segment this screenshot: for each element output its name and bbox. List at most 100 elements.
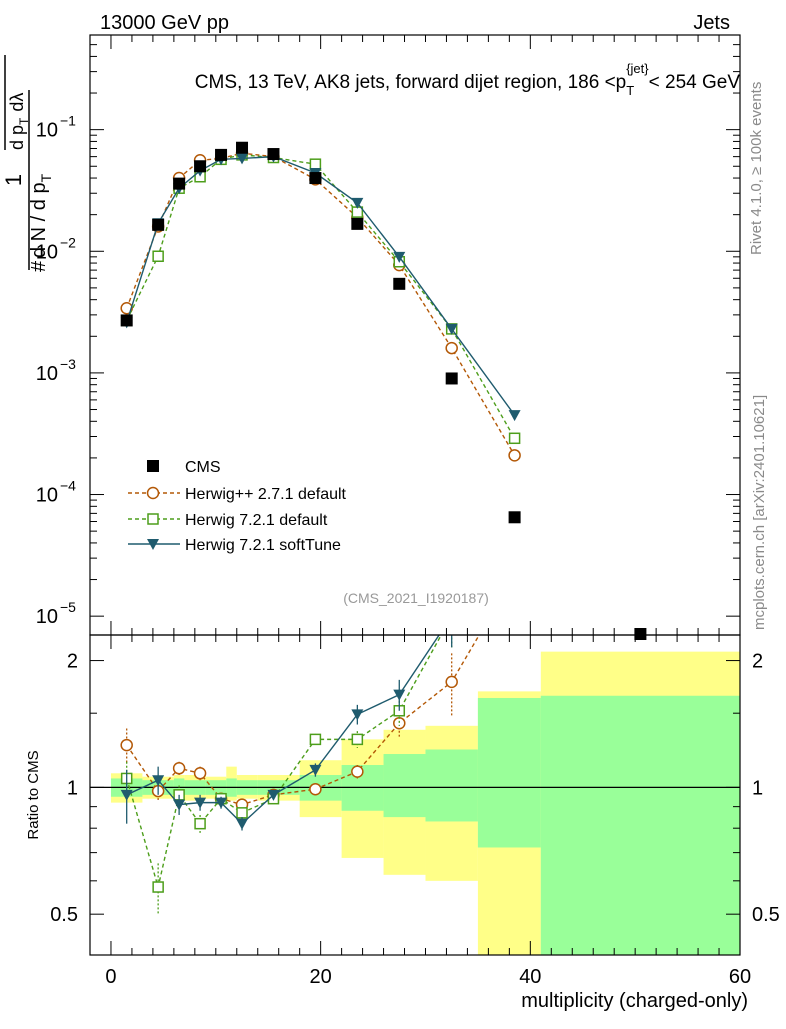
ratio-point-herwig-7-2-1-default [351,733,364,746]
ratio-xtick-label: 40 [519,966,541,988]
main-title: CMS, 13 TeV, AK8 jets, forward dijet reg… [195,61,741,98]
ratio-line-herwig-7-2-1-default [126,635,443,890]
main-ytick-exponent: −1 [60,113,76,129]
ratio-point-herwig-7-2-1-softtune [446,611,458,622]
ratio-ytick-label-left: 0.5 [50,904,78,926]
main-point-cms [215,148,228,161]
ratio-point-herwig-7-2-1-softtune [351,709,364,721]
main-point-cms [393,277,406,290]
ratio-ytick-label-right: 1 [752,777,763,799]
legend-softtune-label: Herwig 7.2.1 softTune [185,537,341,554]
ratio-point-herwig-7-2-1-softtune [309,764,322,776]
legend-softtune-marker [147,539,159,550]
ratio-point-herwig-2-7-1-default [193,767,207,780]
ratio-ytick-label-left: 1 [67,777,78,799]
main-line-herwig-7-2-1-default [126,154,516,439]
ratio-point-herwig-7-2-1-softtune [267,789,280,801]
ratio-point-herwig-7-2-1-softtune [194,797,207,809]
ratio-series-group [120,569,520,915]
legend-cms-label: CMS [185,459,221,476]
x-axis-label: multiplicity (charged-only) [521,990,748,1012]
ratio-point-herwig-2-7-1-default [445,675,458,689]
ratio-point-herwig-2-7-1-default [509,569,520,580]
main-point-cms [634,628,647,640]
ylabel-hash-1: # [28,260,50,272]
ratio-point-herwig-7-2-1-softtune [120,789,133,801]
ratio-point-herwig-2-7-1-default [393,716,406,730]
ratio-point-herwig-7-2-1-softtune [215,797,228,809]
ratio-y-axis-label: Ratio to CMS [25,750,42,839]
ylabel-hash-2: # [0,150,1,160]
header-category: Jets [693,12,730,34]
legend-herwigpp-marker [146,486,160,500]
main-point-herwig-7-2-1-default [508,432,521,445]
ratio-point-herwig-7-2-1-default [194,817,206,830]
ratio-point-herwig-7-2-1-softtune [236,818,249,830]
ratio-plot-area: 0.5 0.51 12 20 20 40 60 [50,569,780,988]
ratio-point-herwig-7-2-1-softtune [173,799,186,811]
ratio-point-herwig-2-7-1-default [172,762,186,775]
main-line-herwig-7-2-1-softtune [126,155,516,416]
legend-cms-marker [147,460,159,472]
main-point-cms [309,172,322,185]
main-point-cms [508,511,521,524]
ylabel-numerator: d2N [0,65,1,95]
main-point-herwig-2-7-1-default [508,449,521,462]
ratio-band-inner [540,695,740,955]
main-point-cms [194,160,207,173]
legend-herwigpp-label: Herwig++ 2.7.1 default [185,486,347,503]
main-point-herwig-2-7-1-default [120,302,133,315]
analysis-reference-label: (CMS_2021_I1920187) [343,590,489,606]
ratio-ytick-label-left: 2 [67,651,78,673]
ylabel-denominator: d N / d pT [28,173,54,258]
main-ytick-label: 10 [36,120,58,142]
main-ytick-label: 10 [36,363,58,385]
main-point-cms [120,314,133,327]
ratio-point-herwig-7-2-1-default [236,807,248,819]
main-ytick-exponent: −3 [60,356,76,372]
main-ytick-exponent: −5 [60,599,76,615]
legend: CMS Herwig++ 2.7.1 default Herwig 7.2.1 … [128,459,347,554]
ratio-point-herwig-2-7-1-default [120,738,133,752]
ratio-ytick-label-right: 0.5 [752,904,780,926]
main-point-herwig-7-2-1-softtune [508,410,521,422]
ratio-band-inner [477,697,541,848]
header-process: 13000 GeV pp [100,12,229,34]
ylabel-one: 1 [1,174,26,186]
legend-herwig721-marker [147,513,159,525]
main-point-herwig-7-2-1-softtune [236,153,249,165]
main-ytick-exponent: −2 [60,234,76,250]
ratio-xtick-label: 60 [729,966,751,988]
main-point-cms [173,177,186,190]
rivet-version-label: Rivet 4.1.0, ≥ 100k events [748,82,765,255]
main-point-cms [351,217,364,230]
main-plot-area: 10−510−410−310−210−1 [36,35,741,640]
main-point-herwig-7-2-1-default [152,250,164,263]
ratio-point-herwig-7-2-1-softtune [393,689,406,701]
ratio-point-herwig-7-2-1-default [309,733,322,746]
ratio-point-herwig-7-2-1-softtune [152,775,165,787]
main-ytick-exponent: −4 [60,478,76,494]
ratio-point-herwig-2-7-1-default [351,765,364,778]
ratio-point-herwig-7-2-1-default [447,611,457,621]
main-ytick-label: 10 [36,485,58,507]
ratio-band-inner [425,749,478,822]
ratio-line-herwig-2-7-1-default [126,635,480,806]
main-point-cms [445,372,458,385]
main-point-herwig-7-2-1-softtune [351,197,364,209]
ratio-plot-frame [89,634,741,956]
ratio-xtick-label: 0 [105,966,116,988]
main-ytick-label: 10 [36,241,58,263]
main-y-axis-label: 1 # d N / d pT # d2N d pTdλ [0,55,54,272]
ylabel-denominator-2: d pTdλ [7,93,31,150]
ratio-band-inner [383,754,426,818]
ratio-point-herwig-2-7-1-default [309,782,322,796]
main-point-herwig-2-7-1-default [445,341,458,355]
main-line-herwig-2-7-1-default [126,152,516,456]
main-point-cms [152,218,165,231]
ratio-xtick-label: 20 [310,966,332,988]
main-point-herwig-7-2-1-default [309,158,322,170]
main-point-herwig-7-2-1-softtune [445,323,458,335]
ratio-point-herwig-7-2-1-default [152,881,164,893]
